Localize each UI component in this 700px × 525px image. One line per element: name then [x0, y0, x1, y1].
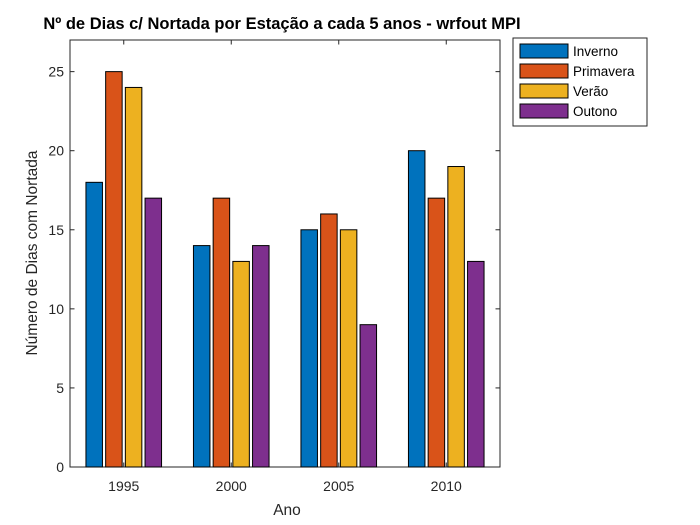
chart-title: Nº de Dias c/ Nortada por Estação a cada… — [43, 15, 520, 33]
y-tick-label: 15 — [48, 222, 64, 238]
bar-primavera-2010 — [427, 197, 446, 468]
y-tick-label: 20 — [48, 143, 64, 159]
bar-outono-2010 — [467, 260, 485, 468]
x-axis-ticks: 1995 2000 2005 2010 — [108, 40, 462, 494]
legend-entry-label: Primavera — [573, 64, 635, 79]
bar-inverno-2000 — [192, 245, 211, 468]
x-tick-label: 2005 — [323, 478, 354, 494]
legend-swatch — [519, 83, 569, 99]
y-tick-label: 0 — [56, 459, 64, 475]
bar-ver-o-2000 — [232, 260, 250, 468]
bar-inverno-2005 — [300, 229, 318, 468]
x-tick-label: 2000 — [216, 478, 247, 494]
legend-swatch — [519, 43, 569, 59]
bar-primavera-2005 — [320, 213, 338, 468]
legend-entry-label: Inverno — [573, 44, 618, 59]
bar-inverno-2010 — [407, 150, 426, 468]
legend: Inverno Primavera Verão Outono — [512, 37, 648, 127]
y-tick-label: 10 — [48, 301, 64, 317]
legend-entry-label: Verão — [573, 84, 608, 99]
x-tick-label: 2010 — [431, 478, 462, 494]
bar-outono-2005 — [359, 324, 378, 468]
legend-swatch — [519, 103, 569, 119]
bar-ver-o-1995 — [124, 86, 143, 468]
y-tick-label: 25 — [48, 64, 64, 80]
y-tick-label: 5 — [56, 380, 64, 396]
y-axis-ticks: 0 5 10 15 20 25 — [48, 64, 500, 475]
bar-primavera-2000 — [212, 197, 231, 468]
x-axis-label: Ano — [273, 502, 301, 519]
bar-outono-1995 — [144, 197, 163, 468]
legend-swatch — [519, 63, 569, 79]
x-tick-label: 1995 — [108, 478, 139, 494]
legend-entry-label: Outono — [573, 104, 617, 119]
bar-primavera-1995 — [105, 71, 123, 468]
legend-items: Inverno Primavera Verão Outono — [519, 43, 635, 119]
bar-outono-2000 — [252, 245, 270, 468]
bar-inverno-1995 — [85, 181, 103, 468]
bars-group — [85, 71, 485, 468]
bar-ver-o-2005 — [339, 229, 358, 468]
y-axis-label: Número de Dias com Nortada — [24, 150, 41, 355]
plot-area: 0 5 10 15 20 25 1995 2000 2005 2010 — [48, 39, 501, 494]
bar-ver-o-2010 — [447, 166, 465, 468]
